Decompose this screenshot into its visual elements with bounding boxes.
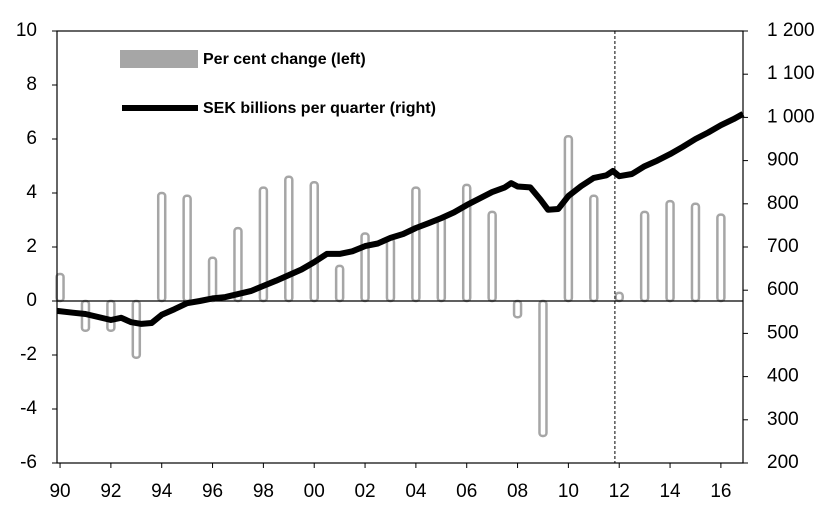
y-tick-label: 2 bbox=[26, 236, 37, 257]
x-tick-label: 90 bbox=[49, 481, 70, 502]
bar bbox=[487, 210, 497, 303]
bar bbox=[233, 226, 243, 303]
x-tick-label: 08 bbox=[507, 481, 528, 502]
bar bbox=[512, 299, 523, 319]
x-tick-label: 06 bbox=[456, 481, 477, 502]
y-tick-label: 4 bbox=[26, 182, 37, 203]
bar bbox=[131, 299, 142, 359]
bar bbox=[436, 216, 447, 303]
x-tick-label: 96 bbox=[202, 481, 223, 502]
bar bbox=[614, 291, 624, 303]
y-tick-label: 10 bbox=[16, 20, 37, 41]
y2-tick-label: 300 bbox=[767, 409, 799, 430]
x-tick-label: 92 bbox=[100, 481, 121, 502]
x-tick-label: 14 bbox=[659, 481, 681, 502]
x-tick-label: 04 bbox=[405, 481, 427, 502]
bar bbox=[690, 202, 701, 303]
y2-tick-label: 500 bbox=[767, 322, 799, 343]
bar bbox=[639, 210, 650, 303]
bar bbox=[589, 194, 599, 303]
y2-tick-label: 200 bbox=[767, 452, 799, 473]
y-tick-label: -2 bbox=[20, 344, 37, 365]
x-tick-label: 02 bbox=[354, 481, 375, 502]
bar bbox=[385, 237, 396, 303]
bar bbox=[538, 299, 548, 438]
y2-tick-label: 1 200 bbox=[767, 20, 815, 41]
y-tick-label: 8 bbox=[26, 74, 37, 95]
bar bbox=[106, 299, 116, 332]
plot-frame bbox=[56, 30, 744, 464]
legend-label: SEK billions per quarter (right) bbox=[203, 100, 436, 117]
y2-tick-label: 400 bbox=[767, 366, 799, 387]
y-tick-label: 0 bbox=[26, 290, 37, 311]
bar bbox=[665, 199, 675, 303]
x-tick-label: 10 bbox=[558, 481, 579, 502]
y2-tick-label: 1 000 bbox=[767, 106, 815, 127]
bar bbox=[182, 194, 192, 303]
bar bbox=[309, 180, 319, 303]
x-tick-label: 16 bbox=[710, 481, 731, 502]
bar bbox=[284, 175, 294, 303]
x-tick-label: 12 bbox=[609, 481, 630, 502]
y-tick-label: -6 bbox=[20, 452, 37, 473]
bar bbox=[156, 191, 167, 303]
bar bbox=[716, 213, 726, 303]
y2-tick-label: 700 bbox=[767, 236, 799, 257]
legend-label: Per cent change (left) bbox=[203, 51, 366, 68]
y2-tick-label: 600 bbox=[767, 279, 799, 300]
bar bbox=[207, 256, 218, 303]
bar bbox=[411, 186, 421, 303]
bar bbox=[563, 135, 574, 303]
y2-tick-label: 800 bbox=[767, 193, 799, 214]
bar bbox=[334, 264, 345, 303]
y2-tick-label: 900 bbox=[767, 150, 799, 171]
y-tick-label: -4 bbox=[20, 398, 37, 419]
x-tick-label: 94 bbox=[151, 481, 173, 502]
line bbox=[56, 111, 745, 327]
x-tick-label: 98 bbox=[253, 481, 274, 502]
y-tick-label: 6 bbox=[26, 128, 37, 149]
y2-tick-label: 1 100 bbox=[767, 63, 815, 84]
legend: Per cent change (left) SEK billions per … bbox=[120, 50, 436, 117]
legend-swatch-bar bbox=[120, 50, 198, 68]
x-tick-label: 00 bbox=[304, 481, 325, 502]
